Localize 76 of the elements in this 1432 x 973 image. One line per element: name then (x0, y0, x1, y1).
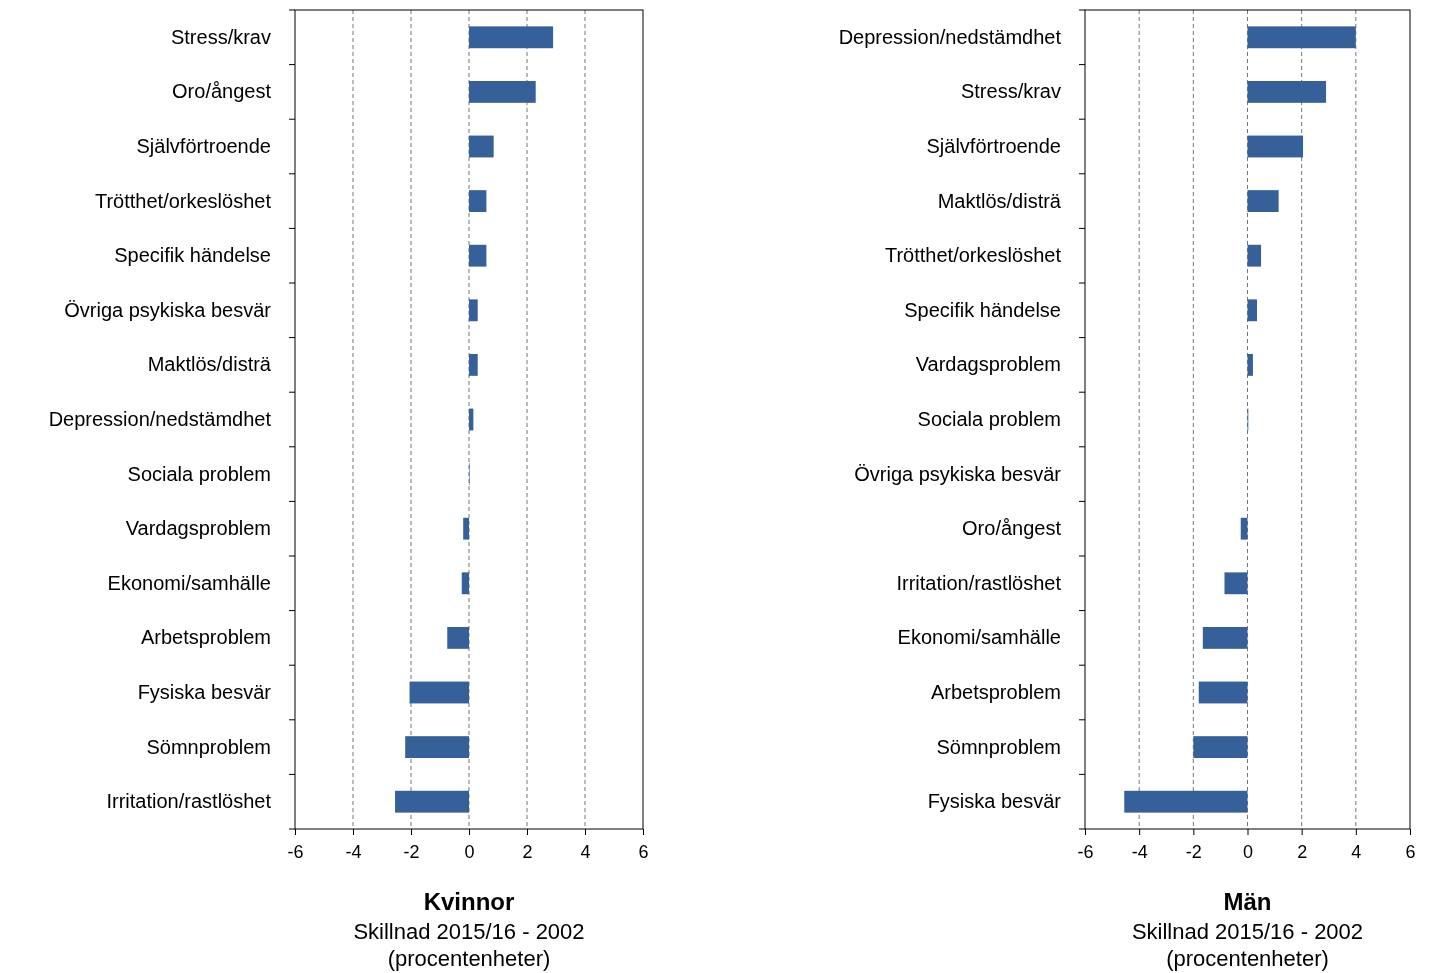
bar (1247, 26, 1356, 49)
bar (469, 80, 536, 103)
bar (1202, 626, 1248, 649)
x-tick-label: -6 (287, 841, 304, 862)
y-tick-label: Oro/ångest (962, 517, 1062, 540)
y-tick-label: Sömnproblem (936, 735, 1061, 758)
x-tick-label: -2 (1185, 841, 1202, 862)
x-tick-label: -4 (345, 841, 362, 862)
bar (1240, 517, 1248, 540)
y-tick-label: Oro/ångest (172, 80, 272, 103)
x-tick-label: 4 (1351, 841, 1362, 862)
y-tick-label: Irritation/rastlöshet (896, 571, 1062, 594)
y-tick-label: Trötthet/orkeslöshet (884, 244, 1062, 267)
x-tick-label: 4 (580, 841, 591, 862)
bar (1247, 135, 1304, 158)
bar (1247, 80, 1327, 103)
y-tick-label: Övriga psykiska besvär (854, 462, 1062, 485)
x-axis-title: (procentenheter) (387, 946, 551, 971)
y-tick-label: Arbetsproblem (930, 680, 1061, 703)
y-tick-label: Maktlös/disträ (147, 353, 272, 376)
y-tick-label: Sömnproblem (146, 735, 271, 758)
y-tick-label: Självförtroende (926, 134, 1061, 157)
bar (469, 353, 478, 376)
x-tick-label: 0 (1242, 841, 1254, 862)
y-tick-label: Irritation/rastlöshet (106, 790, 272, 813)
y-tick-label: Ekonomi/samhälle (107, 571, 271, 594)
y-tick-label: Maktlös/disträ (937, 189, 1062, 212)
y-tick-label: Sociala problem (127, 462, 271, 485)
y-tick-label: Vardagsproblem (915, 353, 1061, 376)
bar (469, 26, 554, 49)
bar (1247, 190, 1279, 213)
y-tick-label: Sociala problem (917, 407, 1061, 430)
bar (1247, 353, 1253, 376)
y-tick-label: Specifik händelse (114, 244, 271, 267)
bar (1193, 736, 1248, 759)
x-tick-label: 2 (1297, 841, 1308, 862)
x-tick-label: 0 (464, 841, 475, 862)
bar (1224, 572, 1248, 595)
y-tick-label: Fysiska besvär (927, 790, 1062, 813)
y-tick-label: Ekonomi/samhälle (897, 626, 1061, 649)
y-tick-label: Stress/krav (960, 80, 1061, 103)
text: Kvinnor (423, 888, 515, 915)
y-tick-label: Fysiska besvär (137, 680, 272, 703)
bar (469, 135, 494, 158)
y-tick-label: Självförtroende (136, 134, 271, 157)
bar (463, 517, 469, 540)
bar (469, 299, 478, 322)
bar (469, 190, 487, 213)
x-tick-label: 6 (638, 841, 649, 862)
bar (409, 681, 469, 704)
text: Skillnad 2015/16 - 2002 (353, 919, 585, 944)
y-tick-label: Stress/krav (170, 25, 271, 48)
text: Skillnad 2015/16 - 2002 (1131, 919, 1364, 944)
y-tick-label: Depression/nedstämdhet (838, 25, 1062, 48)
x-tick-label: -6 (1077, 841, 1094, 862)
x-tick-label: -4 (1131, 841, 1148, 862)
bar (395, 790, 469, 813)
x-tick-label: -2 (403, 841, 420, 862)
bar (461, 572, 469, 595)
x-tick-label: 6 (1405, 841, 1416, 862)
bar (447, 626, 469, 649)
x-axis-title: (procentenheter) (1166, 946, 1329, 971)
text: Män (1223, 888, 1272, 915)
bar (1198, 681, 1248, 704)
y-tick-label: Vardagsproblem (125, 517, 271, 540)
y-tick-label: Övriga psykiska besvär (64, 298, 272, 321)
y-tick-label: Depression/nedstämdhet (48, 407, 272, 430)
bar (1247, 299, 1257, 322)
x-tick-label: 2 (522, 841, 533, 862)
bar (1247, 244, 1262, 267)
y-tick-label: Arbetsproblem (140, 626, 271, 649)
bar (469, 244, 487, 267)
bar (405, 736, 469, 759)
y-tick-label: Specifik händelse (904, 298, 1061, 321)
y-tick-label: Trötthet/orkeslöshet (94, 189, 272, 212)
bar (1124, 790, 1248, 813)
